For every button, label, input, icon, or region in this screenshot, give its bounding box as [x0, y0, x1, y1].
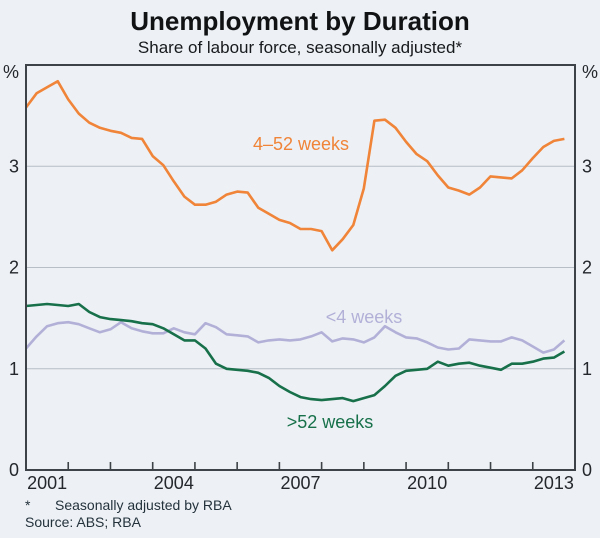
footnote: * Seasonally adjusted by RBA [25, 497, 232, 513]
year-label-2001: 2001 [27, 473, 67, 493]
y-tick-label-right-3: 3 [582, 156, 592, 176]
year-label-2010: 2010 [407, 473, 447, 493]
chart-subtitle: Share of labour force, seasonally adjust… [137, 38, 463, 57]
series-label-weeks-lt4: <4 weeks [326, 307, 403, 327]
y-tick-label-left-3: 3 [9, 156, 19, 176]
y-tick-label-right-0: 0 [582, 460, 592, 480]
chart-title: Unemployment by Duration [130, 6, 470, 36]
footnote-marker: * [25, 497, 31, 513]
year-label-2004: 2004 [154, 473, 194, 493]
y-tick-label-left-1: 1 [9, 359, 19, 379]
y-tick-label-left-0: 0 [9, 460, 19, 480]
year-label-2007: 2007 [280, 473, 320, 493]
series-line-weeks-gt52 [25, 302, 566, 403]
y-tick-label-left-2: 2 [9, 258, 19, 278]
series-label-weeks-gt52: >52 weeks [287, 412, 374, 432]
plot-frame [25, 64, 576, 471]
year-label-2013: 2013 [534, 473, 574, 493]
series-line-weeks-lt4 [25, 320, 566, 354]
source-text: Source: ABS; RBA [25, 514, 141, 530]
series-line-weeks-4-52 [24, 79, 565, 252]
footnote-text: Seasonally adjusted by RBA [55, 497, 232, 513]
y-axis-unit-right: % [582, 62, 598, 82]
y-axis-unit-left: % [3, 62, 19, 82]
y-tick-label-right-1: 1 [582, 359, 592, 379]
series-label-weeks-4-52: 4–52 weeks [253, 134, 349, 154]
y-tick-label-right-2: 2 [582, 258, 592, 278]
